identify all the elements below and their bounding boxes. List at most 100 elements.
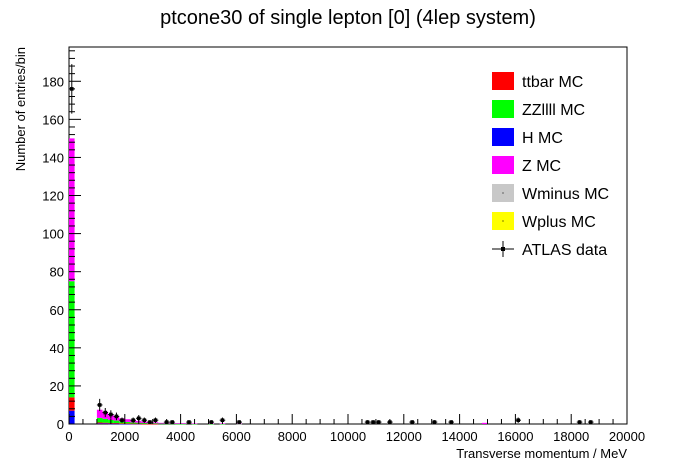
bar-zzllll-mc xyxy=(158,423,164,425)
y-tick-label: 120 xyxy=(42,189,64,204)
data-point xyxy=(148,420,152,424)
data-point xyxy=(237,420,241,424)
data-point xyxy=(142,418,147,422)
bar-ttbar-mc xyxy=(96,422,103,424)
y-tick-label: 20 xyxy=(50,379,64,394)
data-point xyxy=(588,420,593,424)
x-tick-label: 20000 xyxy=(609,429,645,444)
bar-ttbar-mc xyxy=(69,397,75,411)
legend-label-zzllll-mc: ZZllll MC xyxy=(522,102,585,119)
bar-zzllll-mc xyxy=(180,423,187,425)
legend-label-ttbar-mc: ttbar MC xyxy=(522,74,583,91)
bar-ttbar-mc xyxy=(141,423,148,425)
x-tick-label: 16000 xyxy=(497,429,533,444)
data-point xyxy=(449,420,454,424)
legend-label-z-mc: Z MC xyxy=(522,158,561,175)
data-point xyxy=(103,410,108,415)
data-point xyxy=(371,420,375,424)
bar-h-mc xyxy=(96,423,103,425)
data-point xyxy=(136,416,141,421)
legend-swatch-ttbar-mc xyxy=(492,72,514,90)
bar-zzllll-mc xyxy=(130,422,136,424)
legend: ttbar MC ZZllll MC H MC Z MC Wminus MC Wplus … xyxy=(492,72,609,259)
y-tick-label: 180 xyxy=(42,74,64,89)
data-point xyxy=(187,420,191,424)
data-point xyxy=(131,418,135,422)
bar-z-mc xyxy=(96,409,103,418)
bar-zzllll-mc xyxy=(96,417,103,423)
data-point xyxy=(516,418,520,422)
legend-swatch-h-mc xyxy=(492,128,514,146)
y-axis: 0 20 40 60 80 100 120 140 160 180 xyxy=(42,50,81,432)
data-point xyxy=(209,420,214,424)
legend-swatch-z-mc xyxy=(492,156,514,174)
data-point xyxy=(376,420,381,424)
bar-zzllll-mc xyxy=(124,421,131,424)
bar-z-mc xyxy=(124,419,131,422)
stacked-histogram xyxy=(69,138,488,425)
x-axis-title: Transverse momentum / MeV xyxy=(456,446,627,461)
data-point xyxy=(170,420,175,424)
bar-zzllll-mc xyxy=(152,423,159,424)
legend-swatch-dot xyxy=(502,220,504,222)
y-tick-label: 40 xyxy=(50,341,64,356)
x-tick-label: 18000 xyxy=(553,429,589,444)
bar-zzllll-mc xyxy=(175,423,181,425)
bar-ttbar-mc xyxy=(124,423,131,425)
data-point xyxy=(114,414,119,419)
x-tick-label: 0 xyxy=(65,429,72,444)
data-point xyxy=(577,420,582,424)
x-tick-label: 2000 xyxy=(110,429,139,444)
y-tick-label: 100 xyxy=(42,227,64,242)
x-tick-label: 6000 xyxy=(222,429,251,444)
y-tick-label: 60 xyxy=(50,303,64,318)
bar-zzllll-mc xyxy=(141,423,148,424)
x-tick-label: 4000 xyxy=(166,429,195,444)
bar-h-mc xyxy=(113,423,120,425)
bar-zzllll-mc xyxy=(69,281,75,398)
legend-swatch-zzllll-mc xyxy=(492,100,514,118)
bar-zzllll-mc xyxy=(219,423,226,425)
x-tick-label: 12000 xyxy=(386,429,422,444)
bar-ttbar-mc xyxy=(152,423,159,425)
bar-ttbar-mc xyxy=(147,423,153,425)
bar-z-mc xyxy=(69,138,75,282)
bar-ttbar-mc xyxy=(119,423,125,425)
legend-swatch-dot xyxy=(502,192,504,194)
bar-ttbar-mc xyxy=(130,423,136,425)
data-point xyxy=(109,412,113,417)
bar-zzllll-mc xyxy=(113,420,120,424)
data-point xyxy=(410,420,414,424)
chart-title: ptcone30 of single lepton [0] (4lep syst… xyxy=(160,7,536,29)
x-tick-label: 8000 xyxy=(278,429,307,444)
data-point xyxy=(153,418,158,422)
bar-h-mc xyxy=(102,423,109,425)
y-tick-label: 140 xyxy=(42,150,64,165)
legend-label-atlas-data: ATLAS data xyxy=(522,242,607,259)
bar-z-mc xyxy=(180,423,187,424)
data-points xyxy=(69,64,594,424)
legend-swatch-data-marker xyxy=(501,247,505,251)
bar-h-mc xyxy=(69,410,75,424)
bar-z-mc xyxy=(175,423,181,424)
bar-ttbar-mc xyxy=(102,422,109,424)
data-point xyxy=(365,420,370,424)
legend-label-h-mc: H MC xyxy=(522,130,563,147)
y-tick-label: 160 xyxy=(42,112,64,127)
bar-h-mc xyxy=(124,423,131,425)
bar-z-mc xyxy=(481,422,488,424)
bar-zzllll-mc xyxy=(102,418,109,423)
legend-label-wminus-mc: Wminus MC xyxy=(522,186,609,203)
bar-h-mc xyxy=(119,423,125,425)
bar-zzllll-mc xyxy=(191,423,198,425)
legend-label-wplus-mc: Wplus MC xyxy=(522,214,596,231)
x-axis: 0 2000 4000 6000 8000 10000 12000 14000 16000 180… xyxy=(65,414,645,444)
y-tick-label: 0 xyxy=(57,417,64,432)
x-tick-label: 10000 xyxy=(330,429,366,444)
bar-ttbar-mc xyxy=(113,423,120,424)
data-point xyxy=(97,403,102,407)
y-tick-label: 80 xyxy=(50,265,64,280)
data-point xyxy=(120,418,124,422)
y-axis-title: Number of entries/bin xyxy=(13,47,28,171)
